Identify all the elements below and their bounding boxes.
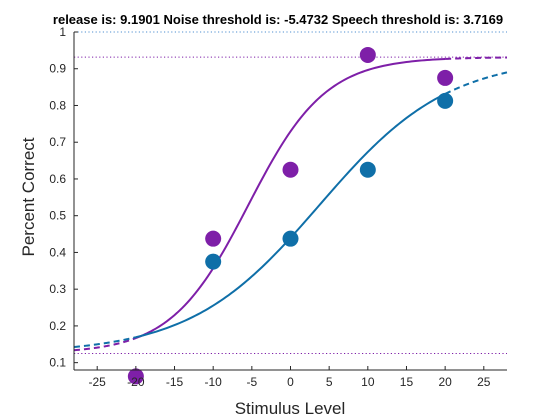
chart-title: release is: 9.1901 Noise threshold is: -… bbox=[53, 12, 503, 27]
x-tick-label: -20 bbox=[127, 375, 145, 389]
data-point-0-0 bbox=[127, 368, 144, 385]
x-tick-label: 0 bbox=[287, 375, 294, 389]
y-tick-label: 0.9 bbox=[49, 62, 66, 76]
data-point-0-1 bbox=[205, 230, 222, 247]
x-tick-label: 25 bbox=[477, 375, 491, 389]
y-tick-label: 0.3 bbox=[49, 282, 66, 296]
y-tick-label: 0.2 bbox=[49, 319, 66, 333]
data-point-0-2 bbox=[282, 161, 299, 178]
fit-curve-0-lower-dashed bbox=[73, 337, 137, 352]
data-points bbox=[127, 46, 454, 385]
y-tick-label: 0.7 bbox=[49, 135, 66, 149]
x-tick-label: -25 bbox=[89, 375, 107, 389]
data-point-1-2 bbox=[359, 161, 376, 178]
x-tick-label: 10 bbox=[361, 375, 375, 389]
fit-curve-1-lower-dashed bbox=[73, 336, 137, 349]
y-tick-label: 0.6 bbox=[49, 172, 66, 186]
y-axis-label: Percent Correct bbox=[19, 137, 38, 256]
y-tick-label: 0.8 bbox=[49, 98, 66, 112]
y-tick-label: 1 bbox=[59, 25, 66, 39]
x-tick-label: -5 bbox=[247, 375, 258, 389]
fit-curve-0-upper-dashed bbox=[445, 56, 508, 60]
x-tick-label: 15 bbox=[400, 375, 414, 389]
data-point-0-3 bbox=[359, 46, 376, 63]
y-tick-label: 0.4 bbox=[49, 245, 66, 259]
data-point-1-0 bbox=[205, 253, 222, 270]
x-tick-label: 5 bbox=[326, 375, 333, 389]
x-tick-label: -10 bbox=[205, 375, 223, 389]
y-tick-label: 0.1 bbox=[49, 356, 66, 370]
x-tick-label: 20 bbox=[438, 375, 452, 389]
y-tick-label: 0.5 bbox=[49, 209, 66, 223]
fit-curve-0 bbox=[135, 57, 446, 340]
data-point-1-1 bbox=[282, 230, 299, 247]
fit-curve-1-upper-dashed bbox=[444, 71, 508, 95]
data-point-0-4 bbox=[437, 69, 454, 86]
data-point-1-3 bbox=[437, 92, 454, 109]
x-tick-label: -15 bbox=[166, 375, 184, 389]
axes: -25 -20 -15 -10 -5 0 5 10 15 20 25 0.1 0.2 0.3 0.4 0.5 0… bbox=[49, 25, 507, 389]
reference-lines bbox=[74, 31, 507, 354]
x-axis-label: Stimulus Level bbox=[235, 399, 346, 418]
